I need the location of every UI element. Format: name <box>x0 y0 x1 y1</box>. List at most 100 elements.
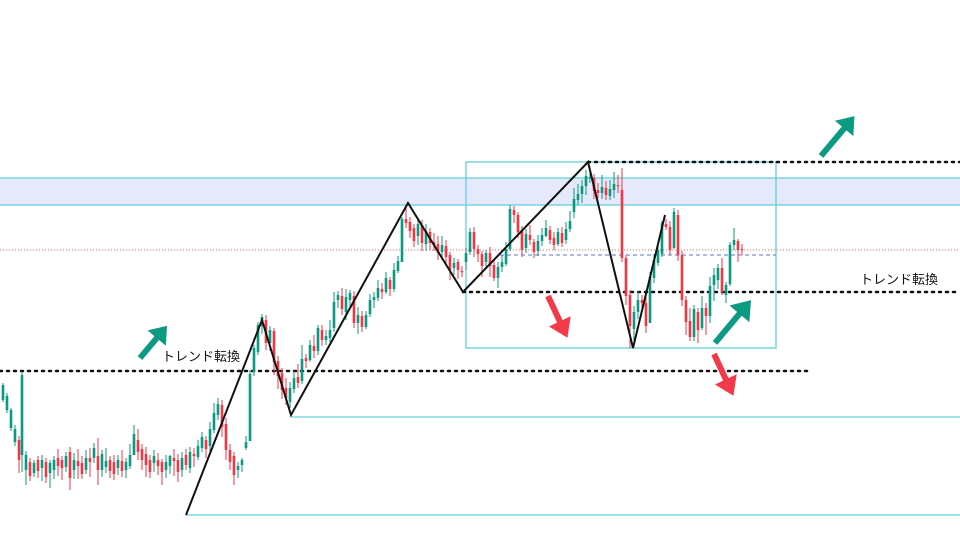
candle-body <box>336 295 340 300</box>
candle-body <box>124 462 128 470</box>
candle-body <box>468 232 472 252</box>
candle-body <box>608 189 612 196</box>
candle-body <box>328 330 332 338</box>
candle-body <box>128 455 132 466</box>
candle-body <box>420 225 424 243</box>
candle-body <box>156 460 160 466</box>
arrow-down-icon <box>711 352 737 396</box>
candle-body <box>656 250 660 263</box>
candle-body <box>648 277 652 323</box>
candle-body <box>212 413 216 430</box>
candle-body <box>56 458 60 466</box>
candle-body <box>340 296 344 309</box>
candle-body <box>320 330 324 340</box>
candle-body <box>700 308 704 328</box>
candle-body <box>208 429 212 446</box>
candle-body <box>116 460 120 468</box>
candle-body <box>520 230 524 250</box>
candle-body <box>24 455 28 470</box>
candle-body <box>644 303 648 326</box>
candle-body <box>240 460 244 465</box>
candle-body <box>40 460 44 468</box>
candle-body <box>576 194 580 200</box>
candle-body <box>412 228 416 241</box>
candle-body <box>380 289 384 292</box>
candle-body <box>404 219 408 223</box>
candle-body <box>316 328 320 351</box>
candle-body <box>572 199 576 212</box>
candle-body <box>376 288 380 298</box>
candle-body <box>388 280 392 289</box>
candle-body <box>512 210 516 215</box>
candle-body <box>668 227 672 250</box>
candle-body <box>92 448 96 458</box>
candle-body <box>604 188 608 195</box>
candle-body <box>516 215 520 232</box>
candle-body <box>620 190 624 258</box>
candle-body <box>672 212 676 248</box>
candle-body <box>696 312 700 330</box>
candle-body <box>624 258 628 296</box>
candle-body <box>332 302 336 328</box>
arrow-up-icon <box>712 300 751 345</box>
candle-body <box>480 254 484 266</box>
candle-body <box>536 241 540 251</box>
candle-body <box>680 255 684 300</box>
candle-body <box>712 275 716 285</box>
candle-body <box>360 316 364 327</box>
candle-body <box>504 249 508 264</box>
candle-body <box>488 253 492 266</box>
candle-body <box>324 336 328 340</box>
candle-body <box>224 424 228 450</box>
candle-body <box>304 358 308 361</box>
candle-body <box>640 300 644 303</box>
candle-body <box>228 450 232 462</box>
candle-body <box>300 359 304 381</box>
candle-body <box>600 187 604 193</box>
candle-body <box>196 446 200 457</box>
candle-body <box>132 434 136 455</box>
annotation-trend-reversal-right: トレンド転換 <box>860 273 938 288</box>
candle-body <box>104 461 108 467</box>
candle-body <box>288 388 292 402</box>
candle-body <box>172 458 176 461</box>
candle-body <box>736 241 740 250</box>
candle-body <box>456 262 460 270</box>
candle-body <box>476 249 480 254</box>
candle-body <box>676 215 680 255</box>
candle-body <box>248 374 252 441</box>
candle-body <box>5 396 9 410</box>
candle-body <box>68 452 72 478</box>
candle-body <box>384 278 388 292</box>
candle-body <box>532 242 536 252</box>
candle-body <box>9 410 13 428</box>
candle-body <box>508 209 512 249</box>
candle-body <box>276 361 280 376</box>
candle-body <box>612 184 616 190</box>
candle-body <box>180 458 184 470</box>
candle-body <box>148 460 152 472</box>
candle-body <box>372 297 376 300</box>
candle-body <box>588 177 592 179</box>
candle-body <box>36 460 40 471</box>
candle-body <box>296 377 300 383</box>
candle-body <box>740 249 744 251</box>
candle-body <box>484 253 488 262</box>
candle-body <box>168 456 172 466</box>
candle-body <box>252 348 256 372</box>
candle-body <box>496 267 500 278</box>
candle-body <box>544 228 548 236</box>
candle-body <box>444 246 448 257</box>
candle-body <box>732 240 736 245</box>
candle-body <box>560 233 564 243</box>
candle-body <box>200 437 204 448</box>
candle-body <box>556 232 560 244</box>
candle-body <box>664 224 668 227</box>
candle-body <box>284 388 288 398</box>
candle-body <box>464 253 468 262</box>
candle-body <box>256 325 260 352</box>
candle-body <box>568 221 572 229</box>
candle-body <box>692 309 696 337</box>
candle-body <box>688 321 692 337</box>
candle-body <box>1 385 5 400</box>
